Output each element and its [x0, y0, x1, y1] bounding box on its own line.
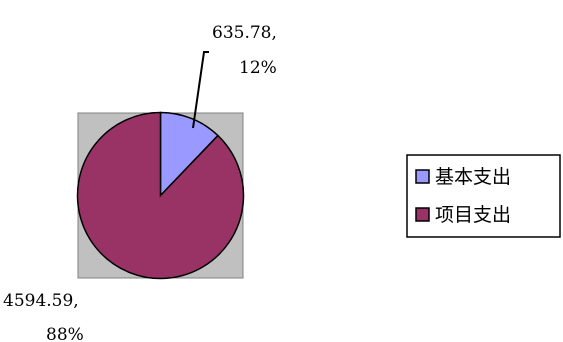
legend: 基本支出 项目支出: [406, 154, 561, 238]
legend-label: 项目支出: [435, 204, 511, 226]
pie-slice: [76, 111, 245, 280]
legend-swatch: [415, 207, 430, 222]
pie-slice: [159, 111, 219, 198]
leader-line: [192, 51, 209, 129]
data-label-value: 4594.59,: [3, 291, 79, 311]
legend-label: 基本支出: [435, 166, 511, 188]
data-label-percent: 12%: [239, 58, 277, 78]
data-label-percent: 88%: [46, 325, 84, 342]
legend-box: [406, 154, 561, 238]
legend-swatch: [415, 169, 430, 184]
data-label-value: 635.78,: [212, 23, 277, 43]
